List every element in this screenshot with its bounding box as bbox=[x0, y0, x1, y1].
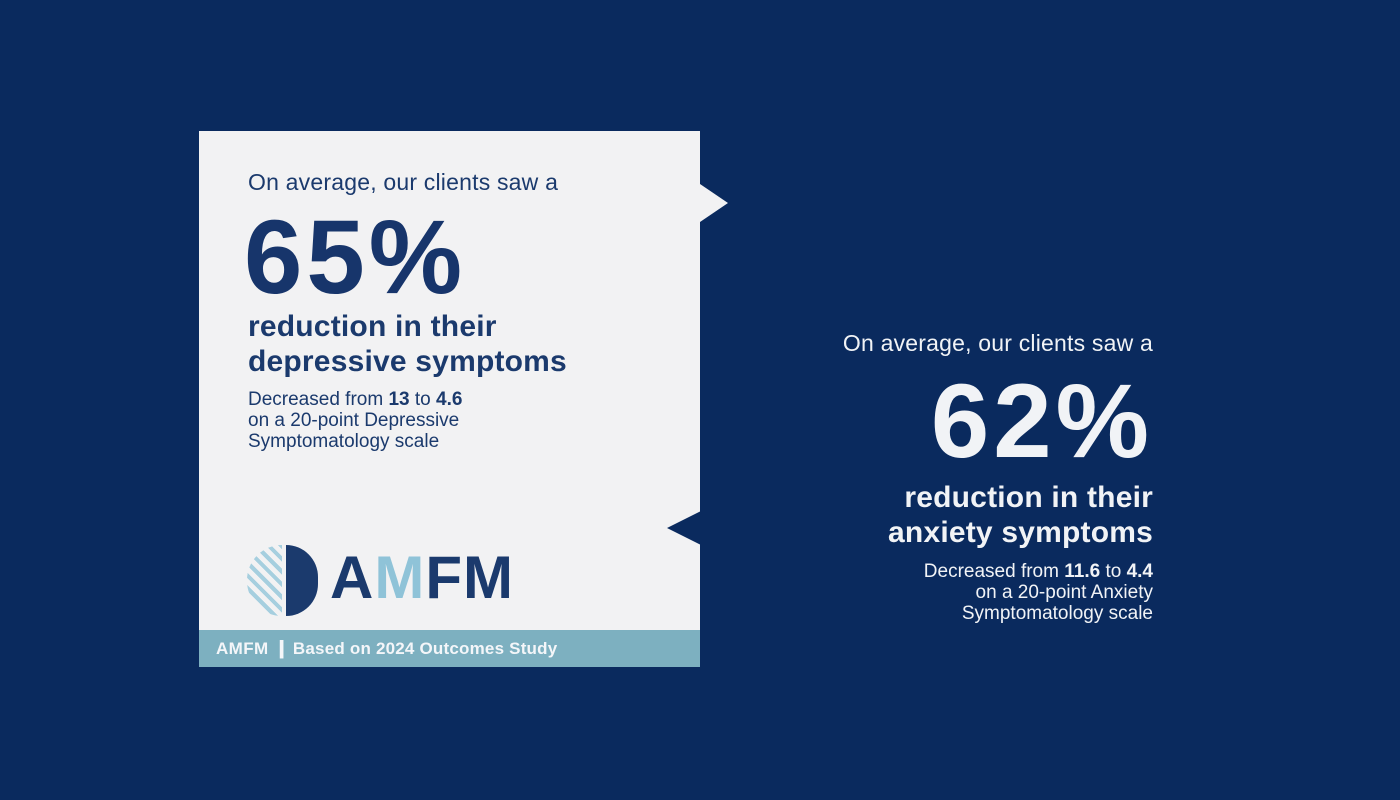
anxiety-subheading-line2: anxiety symptoms bbox=[888, 516, 1153, 549]
footer-brand: AMFM bbox=[216, 638, 269, 658]
logo-letter-f: F bbox=[425, 544, 463, 611]
depression-detail-line3: Symptomatology scale bbox=[248, 431, 440, 452]
depression-heading: On average, our clients saw a bbox=[248, 169, 559, 195]
detail-from-value: 11.6 bbox=[1064, 561, 1101, 582]
depression-detail-line2: on a 20-point Depressive bbox=[248, 410, 460, 431]
amfm-logo: AMFM bbox=[247, 543, 514, 616]
speech-tail-left-icon bbox=[667, 511, 701, 545]
depression-subheading-line1: reduction in their bbox=[248, 310, 497, 343]
logo-letter-m2: M bbox=[462, 544, 514, 611]
depression-stat-value: 65% bbox=[244, 199, 467, 316]
detail-to-value: 4.4 bbox=[1126, 561, 1153, 582]
detail-connector: to bbox=[409, 389, 436, 410]
detail-prefix: Decreased from bbox=[248, 389, 389, 410]
depression-subheading: reduction in their depressive symptoms bbox=[248, 309, 567, 379]
depression-detail-line1: Decreased from 13 to 4.6 bbox=[248, 389, 462, 410]
footer-bar: AMFM | Based on 2024 Outcomes Study bbox=[199, 630, 700, 667]
anxiety-heading: On average, our clients saw a bbox=[842, 330, 1153, 356]
footer-divider: | bbox=[277, 637, 286, 659]
footer-note: Based on 2024 Outcomes Study bbox=[292, 638, 558, 658]
anxiety-detail: Decreased from 11.6 to 4.4 on a 20-point… bbox=[843, 561, 1153, 624]
amfm-logo-wordmark: AMFM bbox=[330, 543, 514, 612]
depression-subheading-line2: depressive symptoms bbox=[248, 345, 567, 378]
anxiety-stat-value: 62% bbox=[930, 363, 1153, 480]
logo-letter-m1: M bbox=[374, 544, 426, 611]
depression-detail: Decreased from 13 to 4.6 on a 20-point D… bbox=[248, 389, 462, 452]
anxiety-subheading-line1: reduction in their bbox=[904, 481, 1153, 514]
logo-letter-a: A bbox=[330, 544, 375, 611]
anxiety-detail-line2: on a 20-point Anxiety bbox=[975, 582, 1153, 603]
logo-solid-half-icon bbox=[286, 545, 318, 616]
speech-tail-right-icon bbox=[700, 184, 728, 222]
anxiety-subheading: reduction in their anxiety symptoms bbox=[843, 480, 1153, 550]
detail-to-value: 4.6 bbox=[436, 389, 463, 410]
anxiety-detail-line3: Symptomatology scale bbox=[961, 603, 1153, 624]
stat-block-anxiety: On average, our clients saw a 62% reduct… bbox=[843, 330, 1153, 624]
logo-striped-half-icon bbox=[247, 545, 282, 616]
stat-card-depression: On average, our clients saw a 65% reduct… bbox=[199, 131, 700, 667]
anxiety-detail-line1: Decreased from 11.6 to 4.4 bbox=[843, 561, 1153, 582]
detail-from-value: 13 bbox=[388, 389, 410, 410]
amfm-logo-mark-icon bbox=[247, 545, 318, 616]
detail-prefix: Decreased from bbox=[923, 561, 1065, 582]
detail-connector: to bbox=[1100, 561, 1127, 582]
